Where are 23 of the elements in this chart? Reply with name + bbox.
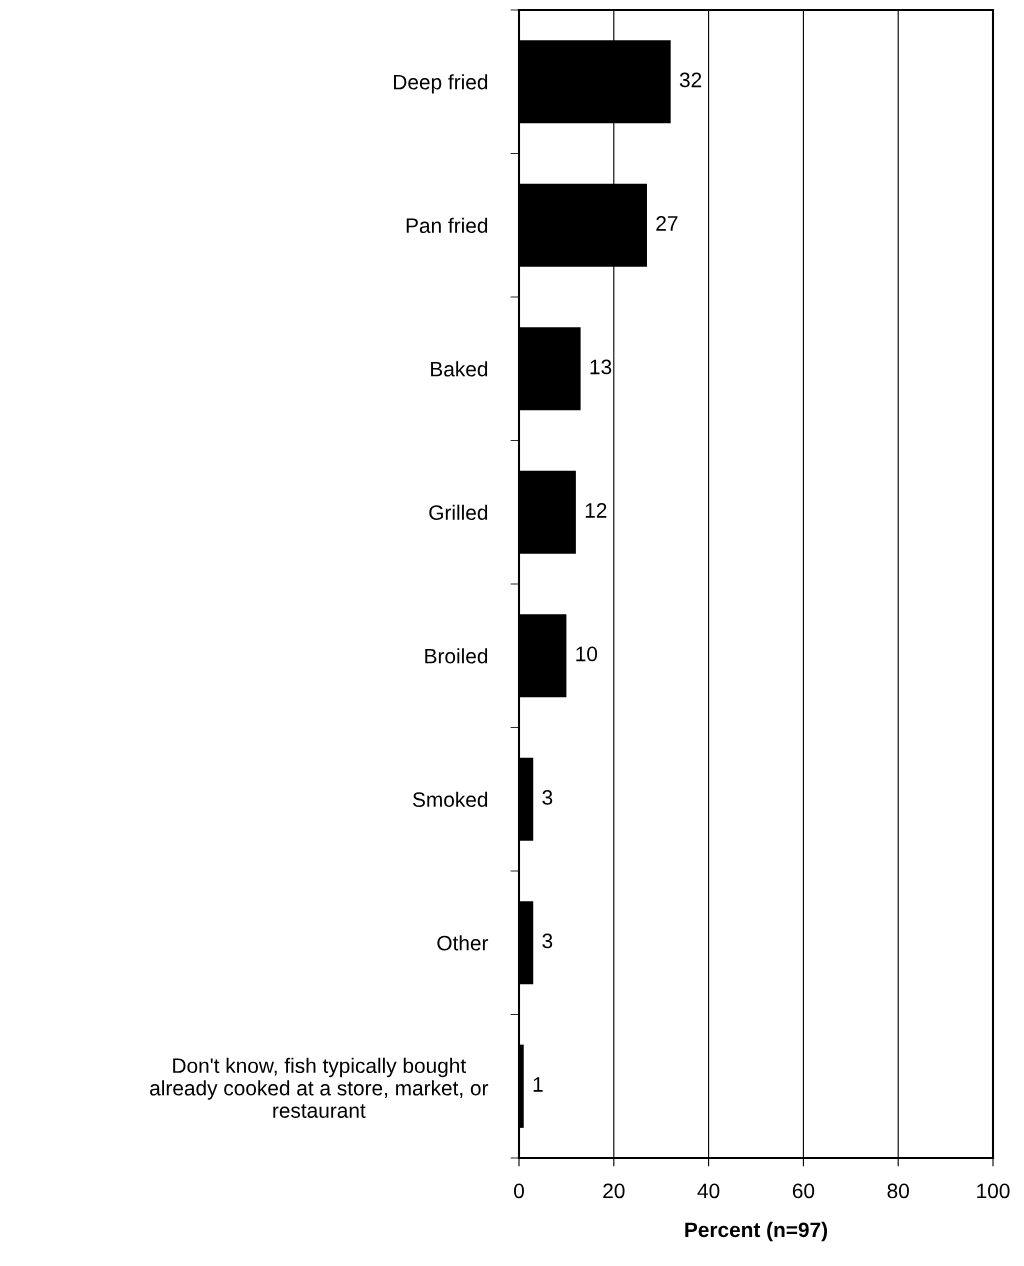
y-tick-label: Don't know, fish typically bought already cooked at a store, market, or restaurant	[150, 1057, 489, 1118]
y-tick-label: Other	[437, 935, 489, 951]
data-label: 32	[679, 72, 702, 88]
data-label: 1	[533, 1077, 543, 1092]
y-tick-label: Smoked	[412, 791, 488, 807]
x-axis-title: Percent (n=97)	[685, 1221, 828, 1242]
y-tick-label: Deep fried	[394, 74, 488, 94]
data-label: 10	[576, 646, 598, 662]
x-tick-label: 80	[887, 1183, 909, 1199]
data-label: 12	[585, 503, 607, 518]
data-label: 27	[656, 216, 678, 231]
data-label: 3	[542, 933, 553, 949]
y-tick-label: Broiled	[425, 648, 488, 664]
x-tick-label: 0	[514, 1183, 524, 1199]
data-label: 3	[542, 790, 553, 805]
y-tick-label: Pan fried	[406, 217, 488, 233]
x-tick-label: 60	[792, 1183, 815, 1199]
x-tick-label: 20	[603, 1183, 625, 1199]
data-label: 13	[590, 359, 612, 375]
y-tick-label: Baked	[431, 361, 488, 377]
x-tick-label: 100	[977, 1183, 1010, 1199]
y-tick-label: Grilled	[429, 504, 488, 520]
x-tick-label: 40	[697, 1183, 720, 1199]
